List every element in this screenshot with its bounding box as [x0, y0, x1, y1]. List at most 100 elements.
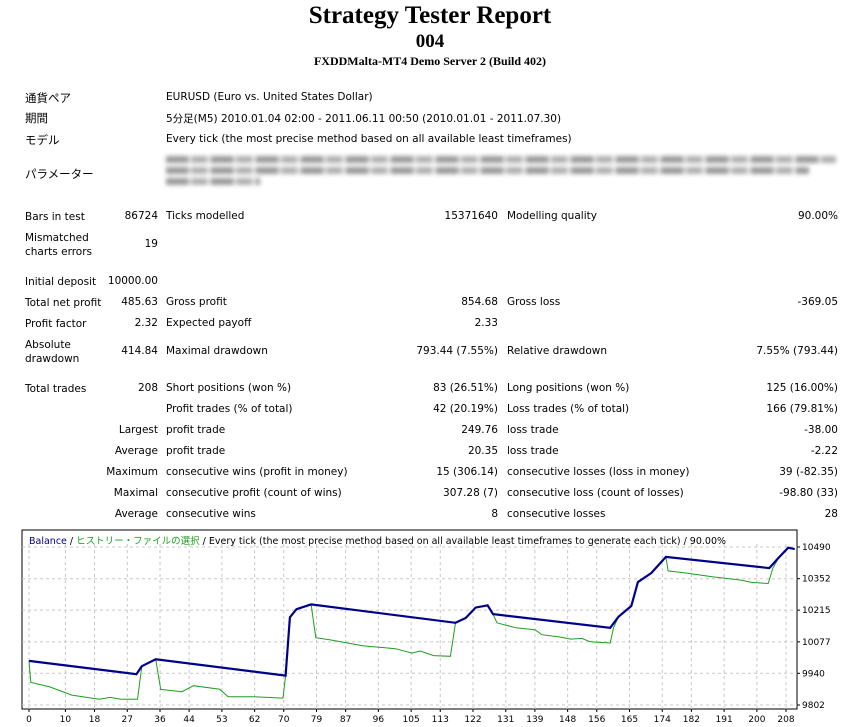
stat-value: 42 (20.19%): [433, 403, 498, 415]
x-tick-label: 113: [432, 715, 449, 725]
x-tick-label: 53: [216, 715, 227, 725]
server-info: FXDDMalta-MT4 Demo Server 2 (Build 402): [313, 54, 547, 68]
stat-label: Long positions (won %): [507, 382, 630, 394]
y-tick-label: 10077: [802, 638, 831, 648]
stat-value: 793.44 (7.55%): [416, 345, 498, 357]
x-tick-label: 0: [26, 715, 32, 725]
info-label: 期間: [25, 111, 48, 125]
stat-label: Expected payoff: [166, 317, 252, 329]
x-tick-label: 87: [340, 715, 351, 725]
x-tick-label: 208: [777, 715, 794, 725]
stat-value: -369.05: [797, 296, 838, 308]
stat-value: 8: [491, 508, 498, 520]
x-tick-label: 27: [122, 715, 133, 725]
y-tick-label: 10352: [802, 575, 831, 585]
stat-label: Short positions (won %): [166, 382, 292, 394]
stat-value: 90.00%: [797, 210, 838, 222]
stat-value: 10000.00: [107, 275, 158, 287]
stat-label: consecutive wins: [166, 508, 256, 520]
stat-value: Maximal: [113, 487, 158, 499]
x-tick-label: 10: [60, 715, 72, 725]
parameters-blurred: [166, 152, 836, 196]
balance-line: [28, 546, 795, 677]
stat-label: loss trade: [507, 445, 559, 457]
stat-value: -38.00: [804, 424, 838, 436]
stat-label: profit trade: [166, 445, 226, 457]
stat-value: Largest: [118, 424, 158, 436]
chart-legend: Balance / ヒストリー・ファイルの選択 / Every tick (th…: [29, 533, 726, 547]
stat-value: Maximum: [106, 466, 158, 478]
y-tick-label: 10490: [802, 543, 831, 553]
info-value: Every tick (the most precise method base…: [166, 133, 572, 145]
stat-value: 20.35: [467, 445, 498, 457]
balance-chart: 0 10 18 27 36 44 53 62 70 79 87 96 105 113 122 131 139 14…: [21, 529, 831, 725]
stat-value: 414.84: [121, 345, 158, 357]
x-tick-label: 165: [621, 715, 638, 725]
stat-value: 7.55% (793.44): [756, 345, 838, 357]
stat-value: 485.63: [121, 296, 158, 308]
x-tick-label: 182: [683, 715, 700, 725]
legend-desc: / Every tick (the most precise method ba…: [199, 536, 727, 547]
stat-value: 854.68: [461, 296, 498, 308]
stat-value: 166 (79.81%): [766, 403, 838, 415]
info-value: 5分足(M5) 2010.01.04 02:00 - 2011.06.11 00…: [166, 113, 562, 125]
x-tick-label: 79: [311, 715, 323, 725]
stat-value: 125 (16.00%): [766, 382, 838, 394]
stat-label: loss trade: [507, 424, 559, 436]
info-label: 通貨ペア: [25, 91, 71, 105]
stat-value: Average: [114, 508, 158, 520]
y-tick-label: 9940: [802, 669, 825, 679]
info-label: モデル: [25, 133, 60, 147]
x-tick-label: 148: [559, 715, 576, 725]
x-tick-label: 70: [278, 715, 290, 725]
stat-value: 249.76: [461, 424, 498, 436]
stat-value: 208: [137, 382, 158, 394]
x-tick-label: 191: [716, 715, 733, 725]
stat-label: Gross profit: [166, 296, 227, 308]
stat-value: 2.33: [474, 317, 498, 329]
stat-label: consecutive losses (loss in money): [507, 466, 690, 478]
stat-label: Total trades: [25, 383, 87, 395]
stat-value: 15371640: [444, 210, 498, 222]
stat-value: 307.28 (7): [443, 487, 498, 499]
y-tick-label: 9802: [802, 701, 825, 711]
stat-value: 19: [144, 238, 158, 250]
stat-label: consecutive losses: [507, 508, 606, 520]
stat-value: 83 (26.51%): [433, 382, 498, 394]
stat-label: Absolute drawdown: [25, 339, 80, 365]
x-tick-label: 200: [748, 715, 765, 725]
stat-value: 2.32: [134, 317, 158, 329]
stat-label: consecutive wins (profit in money): [166, 466, 348, 478]
legend-equity: ヒストリー・ファイルの選択: [76, 536, 200, 547]
info-value: EURUSD (Euro vs. United States Dollar): [166, 91, 373, 103]
stat-label: Loss trades (% of total): [507, 403, 630, 415]
plot-frame: [21, 529, 798, 710]
stat-value: -2.22: [810, 445, 838, 457]
stat-label: Relative drawdown: [507, 345, 608, 357]
equity-line: [28, 547, 795, 700]
stat-value: 86724: [124, 210, 158, 222]
stat-label: consecutive loss (count of losses): [507, 487, 684, 499]
x-tick-label: 44: [183, 715, 195, 725]
stat-value: 39 (-82.35): [779, 466, 838, 478]
stat-label: Bars in test: [25, 211, 85, 223]
stat-label: Profit factor: [25, 318, 87, 330]
x-tick-label: 131: [497, 715, 514, 725]
stat-label: Total net profit: [25, 297, 102, 309]
stat-value: -98.80 (33): [779, 487, 838, 499]
stat-label: Mismatched charts errors: [25, 232, 92, 258]
info-label: パラメーター: [25, 167, 94, 181]
stat-label: Initial deposit: [25, 276, 97, 288]
stat-value: Average: [114, 445, 158, 457]
legend-sep: /: [66, 536, 77, 547]
stat-label: profit trade: [166, 424, 226, 436]
report-title: Strategy Tester Report: [308, 2, 552, 29]
stat-label: consecutive profit (count of wins): [166, 487, 342, 499]
x-tick-label: 62: [249, 715, 260, 725]
x-tick-label: 156: [588, 715, 605, 725]
legend-balance: Balance: [29, 536, 67, 547]
x-tick-label: 174: [654, 715, 671, 725]
stat-label: Modelling quality: [507, 210, 597, 222]
x-tick-label: 36: [154, 715, 166, 725]
stat-value: 15 (306.14): [436, 466, 498, 478]
